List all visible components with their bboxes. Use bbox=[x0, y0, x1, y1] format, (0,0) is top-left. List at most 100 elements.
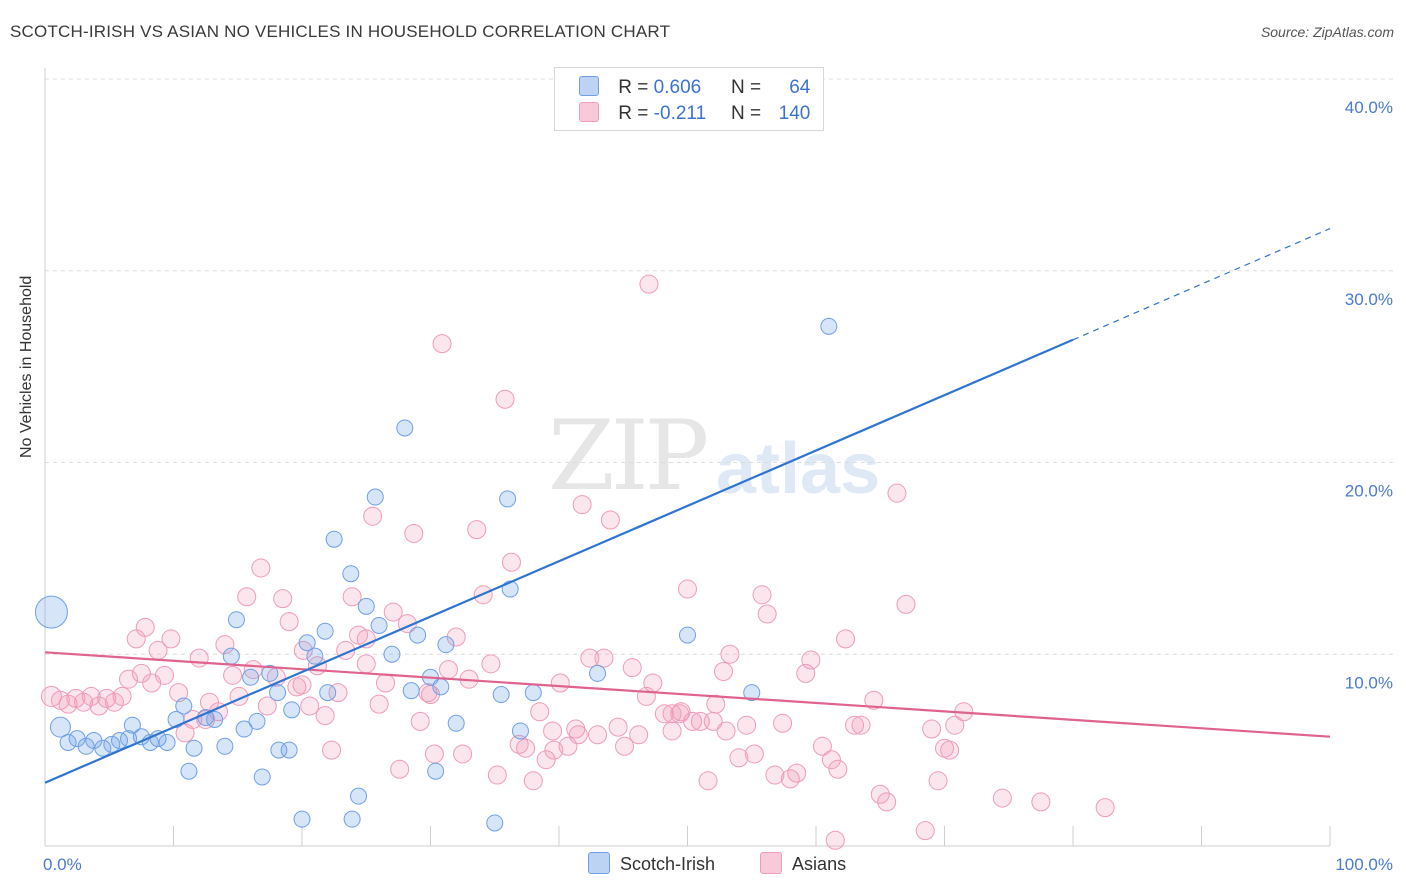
point-asians bbox=[257, 696, 277, 716]
legend-r-label: R = bbox=[618, 103, 649, 124]
point-scotch-irish bbox=[34, 595, 68, 629]
legend-r-value: 0.606 bbox=[653, 77, 702, 98]
point-scotch-irish bbox=[158, 733, 176, 751]
point-asians bbox=[223, 665, 243, 685]
point-asians bbox=[752, 585, 772, 605]
legend-n-label: N = bbox=[730, 77, 762, 98]
point-scotch-irish bbox=[319, 684, 337, 702]
point-asians bbox=[438, 660, 458, 680]
point-asians bbox=[737, 715, 757, 735]
point-scotch-irish bbox=[206, 710, 224, 728]
point-asians bbox=[501, 552, 521, 572]
point-asians bbox=[424, 744, 444, 764]
point-asians bbox=[169, 683, 189, 703]
x-tick-label-min: 0.0% bbox=[43, 855, 82, 874]
point-asians bbox=[237, 587, 257, 607]
point-scotch-irish bbox=[59, 733, 77, 751]
point-scotch-irish bbox=[316, 622, 334, 640]
point-asians bbox=[58, 694, 78, 714]
point-scotch-irish bbox=[242, 668, 260, 686]
point-asians bbox=[119, 669, 139, 689]
point-asians bbox=[112, 686, 132, 706]
trendline-extension-scotch-irish bbox=[1072, 228, 1331, 341]
point-scotch-irish bbox=[486, 814, 504, 832]
point-asians bbox=[729, 748, 749, 768]
point-scotch-irish bbox=[280, 741, 298, 759]
blue-swatch bbox=[588, 852, 610, 874]
y-tick-label: 40.0% bbox=[1345, 98, 1393, 117]
point-scotch-irish bbox=[511, 722, 529, 740]
point-scotch-irish bbox=[383, 645, 401, 663]
point-asians bbox=[600, 510, 620, 530]
point-scotch-irish bbox=[343, 810, 361, 828]
point-scotch-irish bbox=[180, 762, 198, 780]
legend-r-label: R = bbox=[618, 77, 649, 98]
legend-n-label: N = bbox=[730, 103, 762, 124]
point-asians bbox=[720, 644, 740, 664]
point-asians bbox=[161, 629, 181, 649]
point-asians bbox=[453, 744, 473, 764]
point-scotch-irish bbox=[437, 636, 455, 654]
legend-n-value: 64 bbox=[789, 77, 811, 98]
point-scotch-irish bbox=[283, 701, 301, 719]
legend-item-asians[interactable]: Asians bbox=[760, 852, 846, 875]
legend-item-scotch-irish[interactable]: Scotch-Irish bbox=[588, 852, 715, 875]
point-scotch-irish bbox=[185, 739, 203, 757]
point-asians bbox=[279, 612, 299, 632]
point-asians bbox=[662, 721, 682, 741]
blue-swatch bbox=[579, 76, 599, 96]
point-asians bbox=[992, 788, 1012, 808]
point-asians bbox=[572, 495, 592, 515]
point-asians bbox=[432, 334, 452, 354]
point-asians bbox=[390, 759, 410, 779]
point-scotch-irish bbox=[499, 490, 517, 508]
watermark-zip: ZIP bbox=[548, 400, 709, 512]
point-asians bbox=[74, 692, 94, 712]
point-asians bbox=[328, 683, 348, 703]
point-scotch-irish bbox=[350, 787, 368, 805]
point-asians bbox=[315, 706, 335, 726]
point-scotch-irish bbox=[409, 626, 427, 644]
point-asians bbox=[81, 686, 101, 706]
point-asians bbox=[757, 604, 777, 624]
point-asians bbox=[104, 692, 124, 712]
point-asians bbox=[89, 696, 109, 716]
trendline-scotch-irish bbox=[44, 338, 1074, 784]
point-scotch-irish bbox=[216, 737, 234, 755]
point-asians bbox=[877, 792, 897, 812]
point-asians bbox=[787, 763, 807, 783]
point-scotch-irish bbox=[402, 682, 420, 700]
point-asians bbox=[716, 721, 736, 741]
point-scotch-irish bbox=[432, 678, 450, 696]
point-asians bbox=[363, 506, 383, 526]
point-asians bbox=[135, 617, 155, 637]
watermark-atlas: atlas bbox=[716, 429, 881, 509]
point-scotch-irish bbox=[253, 768, 271, 786]
point-asians bbox=[293, 640, 313, 660]
point-asians bbox=[536, 750, 556, 770]
point-asians bbox=[851, 715, 871, 735]
legend-row-scotch-irish: R = 0.606 N = 64 bbox=[579, 76, 810, 100]
point-asians bbox=[896, 594, 916, 614]
source-label: Source: ZipAtlas.com bbox=[1260, 24, 1394, 40]
point-scotch-irish bbox=[235, 720, 253, 738]
point-asians bbox=[273, 589, 293, 609]
legend-row-asians: R = -0.211 N = 140 bbox=[579, 102, 810, 126]
point-scotch-irish bbox=[293, 810, 311, 828]
point-asians bbox=[588, 725, 608, 745]
point-asians bbox=[467, 520, 487, 540]
point-scotch-irish bbox=[447, 714, 465, 732]
point-scotch-irish bbox=[492, 686, 510, 704]
point-scotch-irish bbox=[370, 616, 388, 634]
point-scotch-irish bbox=[589, 664, 607, 682]
point-scotch-irish bbox=[123, 716, 141, 734]
point-asians bbox=[376, 673, 396, 693]
legend-r-value: -0.211 bbox=[653, 103, 707, 124]
point-asians bbox=[615, 736, 635, 756]
point-asians bbox=[342, 587, 362, 607]
point-asians bbox=[870, 784, 890, 804]
point-asians bbox=[523, 771, 543, 791]
point-asians bbox=[215, 635, 235, 655]
point-scotch-irish bbox=[227, 611, 245, 629]
